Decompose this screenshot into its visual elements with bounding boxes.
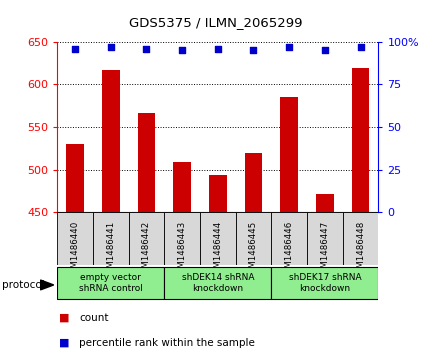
Point (179, 47, 186, 53)
Text: GSM1486446: GSM1486446 (285, 220, 293, 278)
Text: GSM1486441: GSM1486441 (106, 220, 115, 278)
Text: protocol: protocol (2, 280, 45, 290)
Text: GDS5375 / ILMN_2065299: GDS5375 / ILMN_2065299 (129, 16, 302, 29)
Bar (128, 212, 164, 265)
Text: GSM1486447: GSM1486447 (320, 220, 330, 278)
Text: GSM1486443: GSM1486443 (178, 220, 187, 278)
Point (357, 44, 364, 50)
Bar (57, 267, 164, 299)
Point (321, 47, 328, 53)
Text: GSM1486448: GSM1486448 (356, 220, 365, 278)
Text: GSM1486440: GSM1486440 (70, 220, 80, 278)
Bar (245, 154, 262, 212)
Bar (102, 70, 120, 212)
Point (107, 44, 114, 50)
Bar (316, 195, 334, 212)
Text: GSM1486445: GSM1486445 (249, 220, 258, 278)
Bar (307, 212, 343, 265)
Bar (93, 212, 128, 265)
Point (286, 44, 293, 50)
Bar (280, 97, 298, 212)
Text: shDEK17 shRNA
knockdown: shDEK17 shRNA knockdown (289, 273, 361, 293)
Bar (236, 212, 271, 265)
Polygon shape (40, 280, 54, 290)
Point (143, 46, 150, 52)
Bar (164, 267, 271, 299)
Bar (271, 212, 307, 265)
Text: percentile rank within the sample: percentile rank within the sample (79, 338, 255, 348)
Text: shDEK14 shRNA
knockdown: shDEK14 shRNA knockdown (182, 273, 254, 293)
Point (72, 46, 79, 52)
Bar (138, 113, 155, 212)
Bar (200, 212, 236, 265)
Bar (57, 212, 93, 265)
Bar (343, 212, 378, 265)
Text: GSM1486442: GSM1486442 (142, 220, 151, 278)
Bar (66, 144, 84, 212)
Bar (352, 68, 370, 212)
Point (214, 46, 221, 52)
Bar (173, 162, 191, 212)
Bar (164, 212, 200, 265)
Point (250, 47, 257, 53)
Text: ■: ■ (59, 338, 70, 348)
Bar (271, 267, 378, 299)
Text: ■: ■ (59, 313, 70, 323)
Text: count: count (79, 313, 109, 323)
Bar (209, 175, 227, 212)
Text: GSM1486444: GSM1486444 (213, 220, 222, 278)
Text: empty vector
shRNA control: empty vector shRNA control (79, 273, 143, 293)
